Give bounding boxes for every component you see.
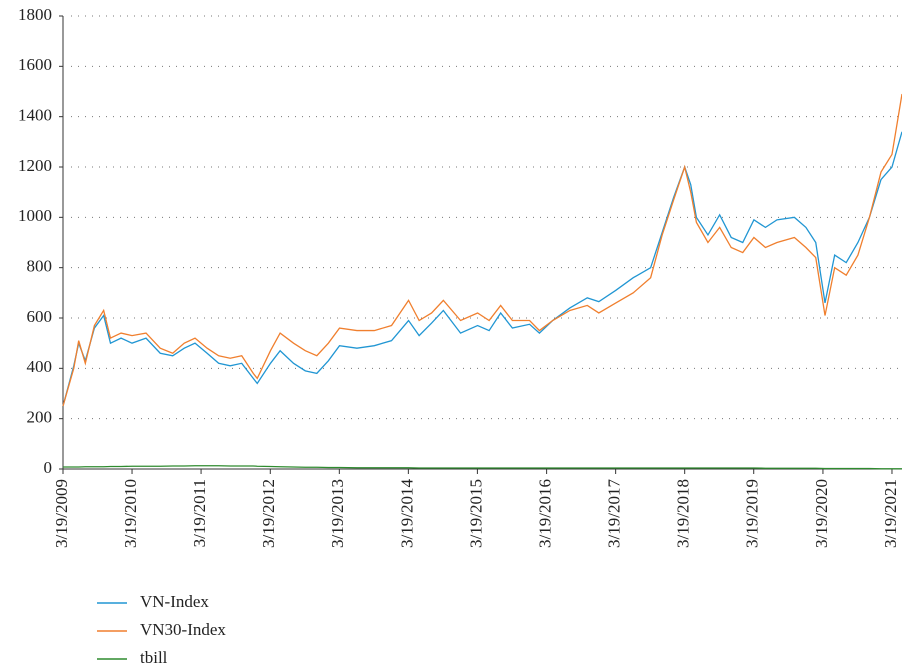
series-line: [62, 93, 902, 407]
x-tick-label: 3/19/2010: [121, 479, 140, 548]
y-tick-label: 1600: [18, 55, 52, 74]
x-tick-label: 3/19/2013: [328, 479, 347, 548]
series-line: [62, 131, 902, 407]
y-tick-label: 400: [27, 357, 53, 376]
x-tick-label: 3/19/2012: [259, 479, 278, 548]
x-tick-label: 3/19/2020: [812, 479, 831, 548]
y-tick-label: 200: [27, 408, 53, 427]
legend-label: VN-Index: [140, 592, 209, 611]
y-tick-label: 1200: [18, 156, 52, 175]
x-tick-label: 3/19/2009: [52, 479, 71, 548]
y-tick-label: 800: [27, 257, 53, 276]
x-tick-label: 3/19/2017: [605, 479, 624, 548]
y-tick-label: 600: [27, 307, 53, 326]
x-tick-label: 3/19/2016: [536, 479, 555, 548]
x-tick-label: 3/19/2019: [743, 479, 762, 548]
series-line: [63, 465, 902, 470]
legend-label: tbill: [140, 648, 168, 667]
x-tick-label: 3/19/2014: [397, 479, 416, 548]
legend-label: VN30-Index: [140, 620, 226, 639]
y-tick-label: 1400: [18, 106, 52, 125]
x-tick-label: 3/19/2021: [881, 479, 900, 548]
x-tick-label: 3/19/2015: [466, 479, 485, 548]
y-tick-label: 0: [44, 458, 53, 477]
x-tick-label: 3/19/2011: [190, 479, 209, 547]
x-tick-label: 3/19/2018: [674, 479, 693, 548]
y-tick-label: 1800: [18, 5, 52, 24]
y-tick-label: 1000: [18, 206, 52, 225]
